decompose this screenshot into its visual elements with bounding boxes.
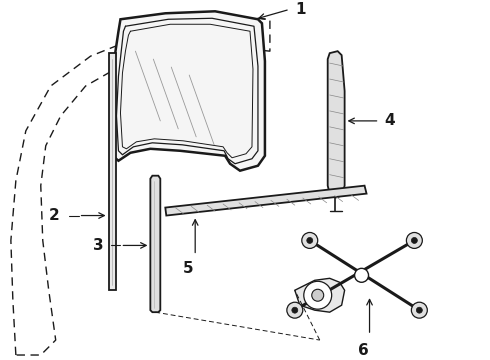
Circle shape [412,238,417,243]
Circle shape [307,238,313,243]
Circle shape [412,302,427,318]
Circle shape [416,307,422,313]
Circle shape [287,302,303,318]
Polygon shape [150,176,160,312]
Text: 1: 1 [295,2,305,17]
Text: 6: 6 [358,342,368,357]
Text: 2: 2 [49,208,59,223]
Polygon shape [328,51,344,198]
Text: 4: 4 [385,113,395,129]
Text: 5: 5 [183,261,194,276]
Polygon shape [111,11,265,171]
Text: 3: 3 [93,238,103,253]
Polygon shape [108,53,117,290]
Polygon shape [295,278,344,312]
Circle shape [292,307,298,313]
Circle shape [312,289,324,301]
Circle shape [304,281,332,309]
Circle shape [355,268,368,282]
Polygon shape [165,186,367,216]
Circle shape [302,233,318,248]
Circle shape [406,233,422,248]
